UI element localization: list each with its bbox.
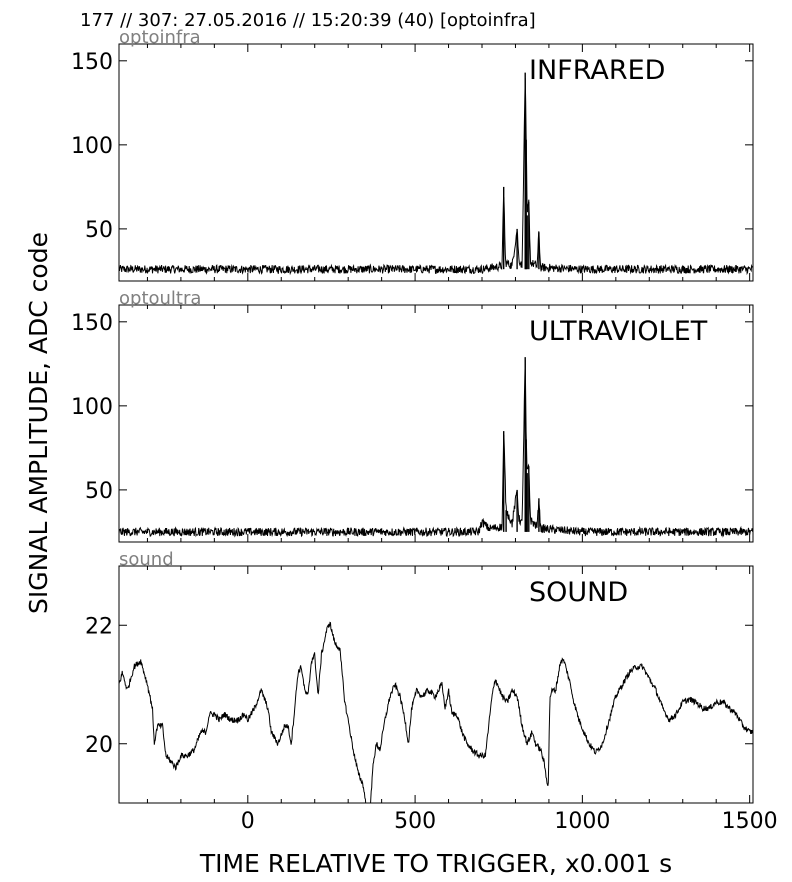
series-trace xyxy=(119,621,753,803)
panel-source-label: optoinfra xyxy=(119,27,201,48)
plot-frame xyxy=(118,304,754,543)
y-tick-label: 20 xyxy=(85,733,113,758)
y-tick-label: 150 xyxy=(71,50,113,75)
series-trace xyxy=(119,78,753,276)
panel-title: INFRARED xyxy=(529,55,665,86)
series-trace xyxy=(119,359,753,538)
panel-title: SOUND xyxy=(529,577,628,608)
x-axis-label: TIME RELATIVE TO TRIGGER, x0.001 s xyxy=(199,849,672,878)
panel-sound: 20 22 sound SOUND xyxy=(85,549,754,804)
plot-frame xyxy=(118,565,754,804)
plot-frame xyxy=(118,43,754,282)
y-tick-label: 50 xyxy=(85,479,113,504)
y-tick-label: 22 xyxy=(85,614,113,639)
figure-header: 177 // 307: 27.05.2016 // 15:20:39 (40) … xyxy=(80,10,536,31)
y-tick-label: 100 xyxy=(71,134,113,159)
panel-title: ULTRAVIOLET xyxy=(529,316,708,347)
x-tick-label: 500 xyxy=(394,809,436,834)
x-tick-label: 0 xyxy=(241,809,255,834)
y-axis-label: SIGNAL AMPLITUDE, ADC code xyxy=(24,232,53,614)
y-tick-label: 100 xyxy=(71,395,113,420)
panel-source-label: sound xyxy=(119,549,174,570)
chart-panels: 50 100 150 optoinfra INFRARED 50 100 150 optoult… xyxy=(71,27,778,834)
panel-infrared: 50 100 150 optoinfra INFRARED xyxy=(71,27,754,282)
x-tick-label: 1500 xyxy=(722,809,778,834)
x-tick-label: 1000 xyxy=(554,809,610,834)
y-tick-label: 50 xyxy=(85,218,113,243)
panel-ultraviolet: 50 100 150 optoultra ULTRAVIOLET xyxy=(71,288,754,543)
y-tick-label: 150 xyxy=(71,311,113,336)
panel-source-label: optoultra xyxy=(119,288,201,309)
